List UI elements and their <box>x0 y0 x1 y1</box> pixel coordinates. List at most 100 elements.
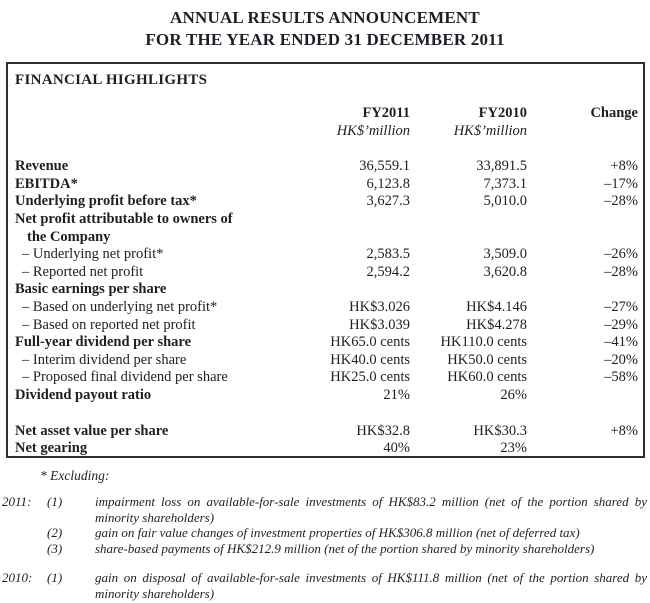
cell-fy2011 <box>320 281 410 299</box>
table-spacer-row <box>15 405 638 423</box>
table-spacer-row <box>15 140 638 158</box>
footnote-item: (1) gain on disposal of available-for-sal… <box>47 570 648 601</box>
cell-fy2010: 3,509.0 <box>483 246 528 263</box>
cell-fy2010 <box>410 211 527 246</box>
footnote-groups: 2011: (1) impairment loss on available-for… <box>2 494 648 602</box>
row-label: Full-year dividend per share <box>15 334 192 351</box>
highlights-rows: Revenue 36,559.1 33,891.5 +8% EBITDA* 6,123.8… <box>15 158 638 458</box>
column-unit-fy2010: HK$’million <box>453 122 527 139</box>
highlights-table: FY2011 FY2010 Change HK$’million HK$’mil… <box>15 105 638 458</box>
column-header-fy2011: FY2011 <box>362 105 410 121</box>
footnote-items: (1) gain on disposal of available-for-sal… <box>47 570 648 601</box>
cell-fy2010 <box>410 281 527 299</box>
table-row: Net gearing 40% 23% <box>15 440 638 458</box>
cell-fy2010: 26% <box>500 386 527 403</box>
cell-fy2010: HK50.0 cents <box>447 351 527 368</box>
cell-fy2011: HK25.0 cents <box>330 369 410 386</box>
footnote-year: 2010: <box>2 570 33 586</box>
financial-highlights-panel: FINANCIAL HIGHLIGHTS FY2011 FY2010 Chang… <box>6 62 645 458</box>
cell-fy2011: 21% <box>383 386 410 403</box>
cell-fy2010: 5,010.0 <box>483 193 528 210</box>
cell-fy2011: 40% <box>383 440 410 457</box>
row-label-cell: – Based on underlying net profit* <box>15 299 320 317</box>
row-label: Net profit attributable to owners of <box>15 210 233 227</box>
table-row: Basic earnings per share <box>15 281 638 299</box>
row-label: EBITDA* <box>15 175 78 192</box>
footnote-text: gain on fair value changes of investment… <box>95 525 580 541</box>
cell-fy2010: 7,373.1 <box>483 175 528 192</box>
cell-fy2010: HK$30.3 <box>473 422 527 439</box>
cell-fy2011: 3,627.3 <box>366 193 411 210</box>
table-row: – Reported net profit 2,594.2 3,620.8 –28% <box>15 264 638 282</box>
cell-fy2010: HK$4.146 <box>466 298 527 315</box>
footnotes: * Excluding: 2011: (1) impairment loss on … <box>2 468 648 602</box>
table-row: – Interim dividend per share HK40.0 cents… <box>15 352 638 370</box>
empty-header-cell <box>527 123 638 141</box>
row-label-cell: – Reported net profit <box>15 264 320 282</box>
row-label-cell: – Proposed final dividend per share <box>15 369 320 387</box>
row-label: Revenue <box>15 158 69 175</box>
cell-change: –29% <box>604 316 638 333</box>
table-row: – Based on reported net profit HK$3.039 HK… <box>15 317 638 335</box>
footnote-number: (3) <box>47 540 63 556</box>
footnote-text: impairment loss on available-for-sale in… <box>95 494 647 525</box>
cell-fy2011: 36,559.1 <box>359 158 410 175</box>
footnote-text: gain on disposal of available-for-sale i… <box>95 570 647 601</box>
cell-fy2010: 23% <box>500 440 527 457</box>
row-label-cell: Basic earnings per share <box>15 281 320 299</box>
footnote-number: (2) <box>47 525 63 541</box>
row-label-continued: the Company <box>27 228 111 245</box>
footnote-text: share-based payments of HK$212.9 million… <box>95 540 595 556</box>
cell-change: –58% <box>604 369 638 386</box>
cell-fy2011: 6,123.8 <box>366 175 411 192</box>
row-label-cell: Full-year dividend per share <box>15 334 320 352</box>
cell-fy2010: 3,620.8 <box>483 263 528 280</box>
cell-change <box>527 211 638 246</box>
page-title: ANNUAL RESULTS ANNOUNCEMENT FOR THE YEAR… <box>0 7 650 51</box>
table-row: EBITDA* 6,123.8 7,373.1 –17% <box>15 176 638 194</box>
empty-header-cell <box>15 105 320 123</box>
row-label-cell: – Interim dividend per share <box>15 352 320 370</box>
cell-change <box>527 281 638 299</box>
column-header-change: Change <box>590 105 638 121</box>
row-label-cell: – Underlying net profit* <box>15 246 320 264</box>
title-line-1: ANNUAL RESULTS ANNOUNCEMENT <box>170 8 480 27</box>
row-label-cell: Revenue <box>15 158 320 176</box>
row-label: Dividend payout ratio <box>15 386 152 403</box>
table-row: Full-year dividend per share HK65.0 cents… <box>15 334 638 352</box>
panel-heading: FINANCIAL HIGHLIGHTS <box>15 72 208 88</box>
row-label: – Reported net profit <box>22 263 144 280</box>
row-label-cell: Dividend payout ratio <box>15 387 320 405</box>
row-label-cell: Net gearing <box>15 440 320 458</box>
table-row: Underlying profit before tax* 3,627.3 5,01… <box>15 193 638 211</box>
footnote-number: (1) <box>47 494 63 509</box>
column-unit-row: HK$’million HK$’million <box>15 123 638 141</box>
column-header-row: FY2011 FY2010 Change <box>15 105 638 123</box>
spacer-cell <box>15 405 638 423</box>
cell-change: –27% <box>604 298 638 315</box>
cell-fy2011 <box>320 211 410 246</box>
footnote-items: (1) impairment loss on available-for-sale… <box>47 494 648 556</box>
footnote-item: (2) gain on fair value changes of investm… <box>47 525 648 541</box>
footnote-item: (1) impairment loss on available-for-sale… <box>47 494 648 525</box>
table-row: – Underlying net profit* 2,583.5 3,509.0 –2… <box>15 246 638 264</box>
cell-change <box>527 440 638 458</box>
cell-fy2010: HK60.0 cents <box>447 369 527 386</box>
cell-change: –20% <box>604 351 638 368</box>
table-row: – Proposed final dividend per share HK25.… <box>15 369 638 387</box>
spacer-cell <box>15 140 638 158</box>
empty-header-cell <box>15 123 320 141</box>
footnote-group: 2010: (1) gain on disposal of available-fo… <box>2 570 648 601</box>
row-label-cell: Net asset value per share <box>15 423 320 441</box>
cell-change: –26% <box>604 246 638 263</box>
cell-change: –17% <box>604 175 638 192</box>
cell-fy2011: 2,594.2 <box>366 263 411 280</box>
cell-change: +8% <box>610 422 638 439</box>
footnote-item: (3) share-based payments of HK$212.9 mill… <box>47 541 648 557</box>
column-header-fy2010: FY2010 <box>478 105 527 121</box>
row-label-cell: Underlying profit before tax* <box>15 193 320 211</box>
cell-fy2011: HK65.0 cents <box>330 334 410 351</box>
cell-fy2010: HK$4.278 <box>466 316 527 333</box>
column-unit-fy2011: HK$’million <box>336 122 410 139</box>
cell-change: –28% <box>604 193 638 210</box>
